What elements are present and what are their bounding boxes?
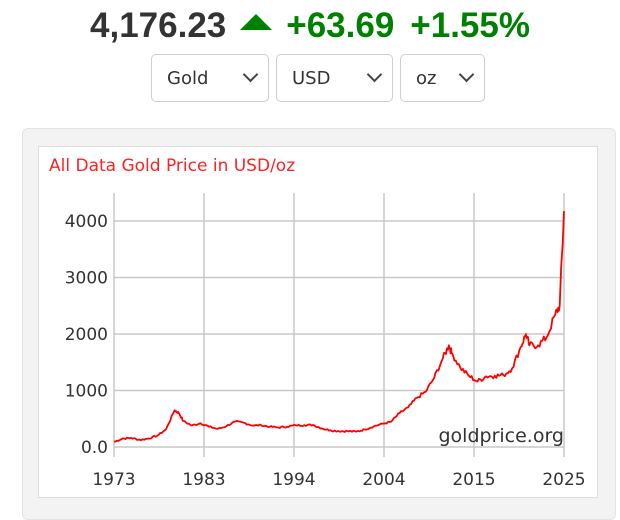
- chevron-down-icon: [366, 66, 383, 82]
- gold-price-chart: All Data Gold Price in USD/oz 0.0 1000 200…: [49, 156, 586, 490]
- unit-select-value: oz: [416, 67, 437, 89]
- quote-header: 4,176.23 +63.69 +1.55%: [0, 4, 620, 48]
- y-tick-label: 4000: [65, 212, 108, 232]
- x-axis-ticks: 1973 1983 1994 2004 2015 2025: [92, 470, 585, 490]
- x-tick-label: 1973: [92, 470, 135, 490]
- y-axis-ticks: 0.0 1000 2000 3000 4000: [65, 212, 108, 458]
- x-tick-label: 1994: [272, 470, 315, 490]
- current-price: 4,176.23: [90, 6, 227, 45]
- chevron-down-icon: [458, 66, 475, 82]
- y-tick-label: 1000: [65, 382, 108, 402]
- x-tick-label: 2025: [542, 470, 585, 490]
- up-arrow-icon: [240, 13, 273, 30]
- price-change-percent: +1.55%: [410, 6, 530, 45]
- y-tick-label: 2000: [65, 325, 108, 345]
- x-tick-label: 2004: [362, 470, 405, 490]
- x-tick-label: 1983: [182, 470, 225, 490]
- chart-title: All Data Gold Price in USD/oz: [49, 156, 295, 176]
- x-tick-label: 2015: [452, 470, 495, 490]
- unit-select[interactable]: oz: [400, 54, 485, 102]
- y-tick-label: 0.0: [81, 438, 108, 458]
- chart-container: All Data Gold Price in USD/oz 0.0 1000 200…: [38, 146, 598, 498]
- chart-grid: [113, 193, 565, 457]
- y-tick-label: 3000: [65, 269, 108, 289]
- selector-row: Gold USD oz: [151, 54, 485, 102]
- metal-select[interactable]: Gold: [151, 54, 269, 102]
- currency-select-value: USD: [292, 67, 331, 89]
- watermark: goldprice.org: [438, 425, 564, 447]
- price-change: +63.69: [286, 6, 395, 45]
- currency-select[interactable]: USD: [276, 54, 393, 102]
- price-line: [113, 211, 565, 443]
- metal-select-value: Gold: [167, 67, 209, 89]
- chevron-down-icon: [242, 66, 259, 82]
